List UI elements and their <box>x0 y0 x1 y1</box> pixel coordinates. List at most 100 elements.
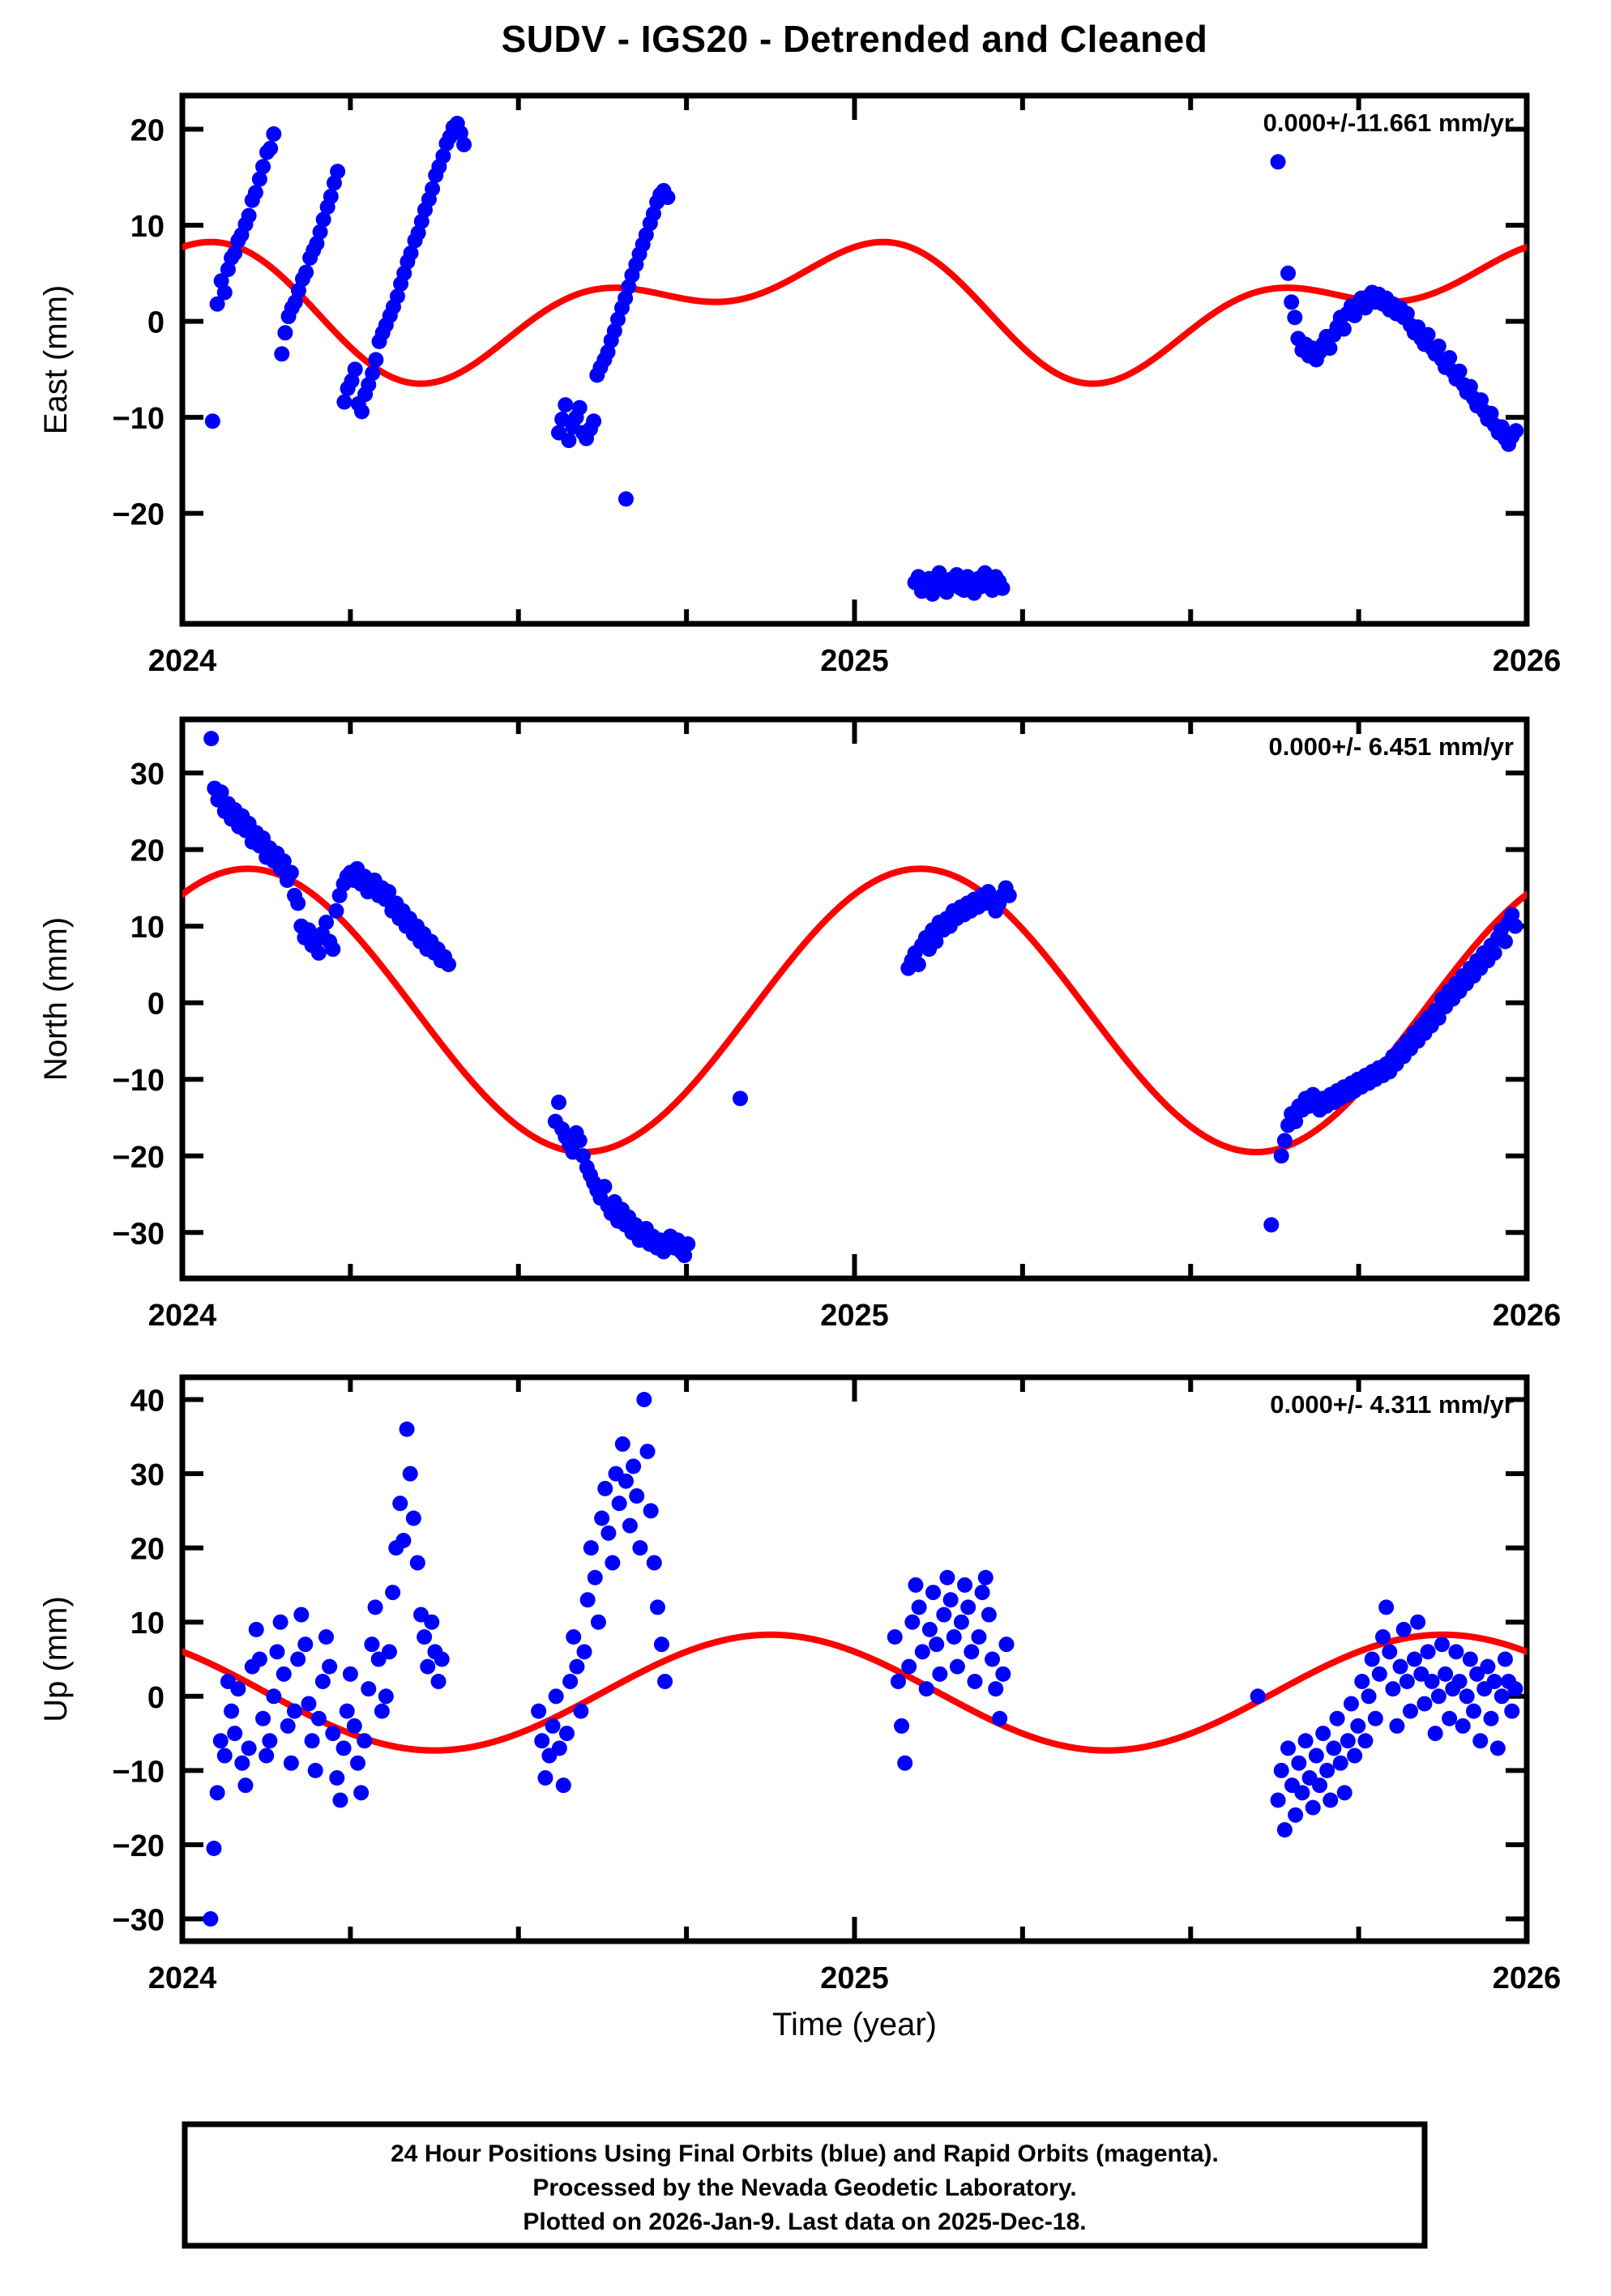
data-point <box>402 1466 418 1482</box>
data-point <box>1357 1733 1374 1749</box>
data-point <box>551 1095 567 1111</box>
data-point <box>204 413 220 429</box>
data-point <box>1442 1710 1458 1726</box>
data-point <box>1276 1822 1293 1838</box>
data-point <box>571 1133 588 1149</box>
data-point <box>310 945 327 961</box>
data-point <box>1312 1777 1328 1794</box>
data-point <box>385 1585 401 1601</box>
data-point <box>554 412 570 427</box>
data-point <box>277 325 293 341</box>
data-point <box>325 1726 341 1742</box>
data-point <box>318 914 335 930</box>
data-point <box>1420 1644 1436 1660</box>
data-point <box>353 403 370 420</box>
data-point <box>430 1673 447 1689</box>
data-point <box>921 1621 938 1637</box>
data-point <box>566 1629 582 1645</box>
data-point <box>1430 338 1446 354</box>
data-point <box>274 346 290 362</box>
data-point <box>409 1555 425 1571</box>
data-layer <box>182 1391 1527 1927</box>
y-tick-label: −20 <box>113 498 165 532</box>
data-point <box>932 1666 948 1682</box>
data-point <box>335 1740 352 1756</box>
data-point <box>1430 1688 1446 1705</box>
data-point <box>392 1496 408 1512</box>
data-point <box>329 1770 345 1786</box>
data-point <box>1001 887 1017 903</box>
data-point <box>417 1629 433 1645</box>
data-point <box>1507 918 1523 934</box>
x-tick-label: 2024 <box>148 644 217 678</box>
data-point <box>361 1681 377 1697</box>
data-point <box>562 1673 579 1689</box>
data-point <box>230 1681 246 1697</box>
data-point <box>290 895 306 911</box>
data-point <box>287 1703 303 1719</box>
data-point <box>323 188 339 204</box>
data-point <box>1392 1658 1408 1675</box>
data-point <box>290 1651 306 1667</box>
data-point <box>248 1621 264 1637</box>
data-point <box>939 1569 955 1585</box>
data-point <box>573 1703 589 1719</box>
y-tick-label: 20 <box>130 834 165 868</box>
data-point <box>456 136 472 152</box>
data-point <box>381 1644 397 1660</box>
data-point <box>420 1658 436 1675</box>
data-point <box>381 884 397 900</box>
data-point <box>425 181 441 197</box>
data-point <box>946 1629 962 1645</box>
data-point <box>1462 1651 1478 1667</box>
data-point <box>339 1703 355 1719</box>
data-point <box>1430 1010 1446 1026</box>
data-layer <box>182 731 1527 1264</box>
data-point <box>981 1607 997 1623</box>
data-point <box>255 159 271 175</box>
data-point <box>680 1235 696 1252</box>
y-axis-title: Up (mm) <box>38 1596 74 1722</box>
data-point <box>312 224 328 240</box>
y-tick-label: 10 <box>130 210 165 244</box>
data-point <box>247 185 263 201</box>
data-point <box>1270 154 1286 170</box>
data-point <box>583 1540 599 1556</box>
data-point <box>1469 1666 1485 1682</box>
panel-east: 20 10 0 −10 −20 2024 2025 2026 East (mm) 0.000+/-… <box>38 92 1561 678</box>
data-point <box>1322 340 1338 356</box>
data-point <box>1406 1651 1422 1667</box>
data-point <box>1374 1629 1391 1645</box>
data-point <box>660 190 676 206</box>
data-point <box>1323 1792 1339 1808</box>
data-point <box>1250 1688 1266 1705</box>
data-point <box>1507 1681 1523 1697</box>
data-point <box>1280 1740 1297 1756</box>
data-point <box>953 1614 969 1630</box>
data-point <box>203 731 220 747</box>
data-point <box>1486 1673 1502 1689</box>
data-point <box>632 1540 648 1556</box>
data-point <box>293 1607 310 1623</box>
data-point <box>272 1614 288 1630</box>
data-point <box>657 1673 673 1689</box>
data-point <box>1361 1688 1377 1705</box>
data-point <box>1465 1703 1481 1719</box>
data-point <box>949 1658 965 1675</box>
data-point <box>336 394 353 410</box>
data-point <box>994 580 1011 596</box>
data-point <box>342 1666 358 1682</box>
rate-annotation: 0.000+/- 4.311 mm/yr <box>1270 1390 1514 1419</box>
data-point <box>622 1517 638 1534</box>
data-point <box>1410 1614 1426 1630</box>
y-tick-label: −10 <box>113 402 165 436</box>
data-point <box>960 1599 976 1615</box>
data-point <box>440 956 456 972</box>
y-tick-label: 20 <box>130 1533 165 1567</box>
data-point <box>639 1444 656 1460</box>
data-point <box>227 245 243 261</box>
y-tick-label: 0 <box>147 306 165 340</box>
data-point <box>576 1644 592 1660</box>
data-point <box>590 1614 606 1630</box>
data-point <box>224 1703 240 1719</box>
